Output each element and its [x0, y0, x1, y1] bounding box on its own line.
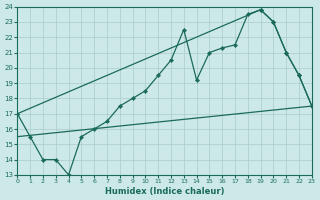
- X-axis label: Humidex (Indice chaleur): Humidex (Indice chaleur): [105, 187, 224, 196]
